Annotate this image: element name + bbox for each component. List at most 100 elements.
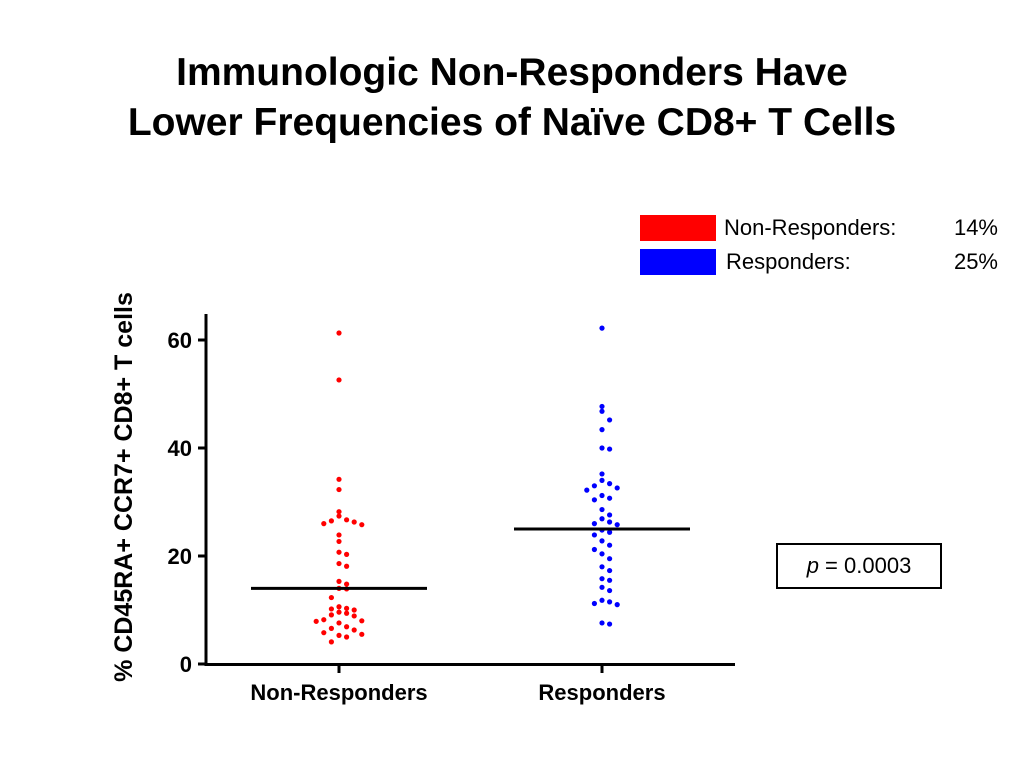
data-point-responders bbox=[607, 417, 613, 423]
data-point-non-responders bbox=[344, 605, 350, 611]
data-point-responders bbox=[599, 408, 605, 414]
legend-label-responders: Responders: bbox=[726, 249, 851, 274]
data-point-responders bbox=[591, 600, 598, 607]
y-axis-label: % CD45RA+ CCR7+ CD8+ T cells bbox=[110, 292, 138, 682]
data-point-responders bbox=[591, 483, 598, 489]
p-value-box: p = 0.0003 bbox=[776, 543, 942, 589]
data-point-responders bbox=[607, 529, 613, 535]
data-point-responders bbox=[599, 584, 605, 590]
data-point-responders bbox=[599, 471, 605, 477]
data-point-non-responders bbox=[336, 476, 342, 482]
chart-title-line-2: Lower Frequencies of Naïve CD8+ T Cells bbox=[127, 101, 897, 144]
data-point-non-responders bbox=[336, 486, 342, 493]
data-point-responders bbox=[599, 506, 605, 513]
legend-value-responders: 25% bbox=[953, 249, 998, 274]
legend-label-non-responders: Non-Responders: bbox=[724, 215, 897, 240]
data-point-non-responders bbox=[336, 620, 342, 626]
data-point-responders bbox=[599, 403, 605, 410]
data-point-responders bbox=[607, 577, 613, 583]
legend-item-non-responders: Non-Responders: 14% bbox=[640, 215, 1000, 241]
legend-item-responders: Responders: 25% bbox=[640, 249, 1000, 275]
legend-value-non-responders: 14% bbox=[953, 215, 998, 240]
data-point-responders bbox=[607, 446, 613, 452]
data-point-responders bbox=[607, 599, 613, 605]
y-tick-label: 40 bbox=[168, 436, 192, 461]
data-point-non-responders bbox=[328, 612, 334, 618]
x-tick-label: Responders bbox=[538, 680, 665, 705]
y-tick-label: 0 bbox=[180, 652, 192, 677]
data-point-responders bbox=[614, 522, 620, 528]
chart-title: Immunologic Non-Responders Have Lower Fr… bbox=[0, 48, 1024, 148]
data-point-non-responders bbox=[336, 578, 342, 584]
y-tick-label: 20 bbox=[168, 544, 192, 569]
data-point-non-responders bbox=[321, 521, 327, 527]
data-point-non-responders bbox=[344, 610, 350, 616]
data-point-non-responders bbox=[359, 631, 365, 637]
data-point-non-responders bbox=[344, 563, 350, 569]
data-point-responders bbox=[607, 495, 613, 501]
data-point-non-responders bbox=[336, 604, 342, 610]
data-point-responders bbox=[607, 567, 613, 574]
data-point-responders bbox=[614, 485, 620, 491]
data-point-responders bbox=[599, 597, 605, 603]
data-point-non-responders bbox=[336, 377, 342, 383]
data-point-responders bbox=[599, 620, 605, 626]
data-point-responders bbox=[607, 519, 613, 525]
data-point-responders bbox=[607, 556, 613, 562]
data-point-non-responders bbox=[344, 581, 350, 587]
data-point-responders bbox=[599, 427, 605, 433]
data-point-non-responders bbox=[344, 634, 350, 640]
p-value-symbol: p bbox=[806, 553, 819, 578]
data-point-non-responders bbox=[321, 630, 327, 636]
data-point-non-responders bbox=[336, 609, 342, 615]
data-point-responders bbox=[607, 542, 613, 548]
data-point-responders bbox=[584, 487, 590, 493]
data-point-responders bbox=[599, 516, 605, 522]
data-point-non-responders bbox=[328, 518, 334, 524]
data-point-responders bbox=[607, 587, 613, 594]
data-point-responders bbox=[607, 621, 613, 627]
data-point-non-responders bbox=[336, 330, 342, 336]
p-value-text: = 0.0003 bbox=[818, 553, 912, 578]
data-point-responders bbox=[599, 551, 605, 557]
data-point-non-responders bbox=[344, 517, 350, 523]
data-point-responders bbox=[599, 445, 605, 451]
data-point-non-responders bbox=[328, 625, 334, 631]
data-point-responders bbox=[599, 564, 605, 570]
data-point-responders bbox=[599, 325, 605, 331]
data-point-responders bbox=[599, 576, 605, 582]
data-point-responders bbox=[591, 546, 598, 553]
data-point-non-responders bbox=[351, 607, 357, 613]
data-point-non-responders bbox=[344, 624, 350, 630]
data-point-non-responders bbox=[328, 594, 334, 601]
data-point-responders bbox=[599, 492, 605, 499]
data-point-non-responders bbox=[313, 618, 319, 624]
data-point-non-responders bbox=[328, 639, 334, 645]
data-point-responders bbox=[591, 532, 598, 538]
data-point-non-responders bbox=[351, 519, 357, 525]
data-point-non-responders bbox=[336, 513, 342, 519]
data-point-non-responders bbox=[328, 606, 334, 612]
data-point-responders bbox=[591, 521, 598, 527]
data-point-non-responders bbox=[336, 538, 342, 545]
data-point-non-responders bbox=[351, 613, 357, 619]
data-point-responders bbox=[591, 497, 598, 503]
data-point-non-responders bbox=[336, 509, 342, 515]
data-point-non-responders bbox=[351, 627, 357, 633]
data-point-non-responders bbox=[336, 560, 342, 567]
chart-title-line-1: Immunologic Non-Responders Have bbox=[176, 51, 848, 94]
data-point-non-responders bbox=[336, 532, 342, 538]
x-tick-label: Non-Responders bbox=[250, 680, 427, 705]
data-point-responders bbox=[614, 602, 620, 608]
data-point-non-responders bbox=[359, 618, 365, 624]
data-point-responders bbox=[607, 512, 613, 518]
legend-swatch-responders bbox=[640, 249, 716, 275]
legend-swatch-non-responders bbox=[640, 215, 716, 241]
data-point-non-responders bbox=[359, 522, 365, 528]
data-point-non-responders bbox=[336, 632, 342, 638]
data-point-non-responders bbox=[336, 549, 342, 555]
data-point-responders bbox=[607, 481, 613, 487]
y-tick-label: 60 bbox=[168, 328, 192, 353]
data-point-responders bbox=[599, 538, 605, 544]
